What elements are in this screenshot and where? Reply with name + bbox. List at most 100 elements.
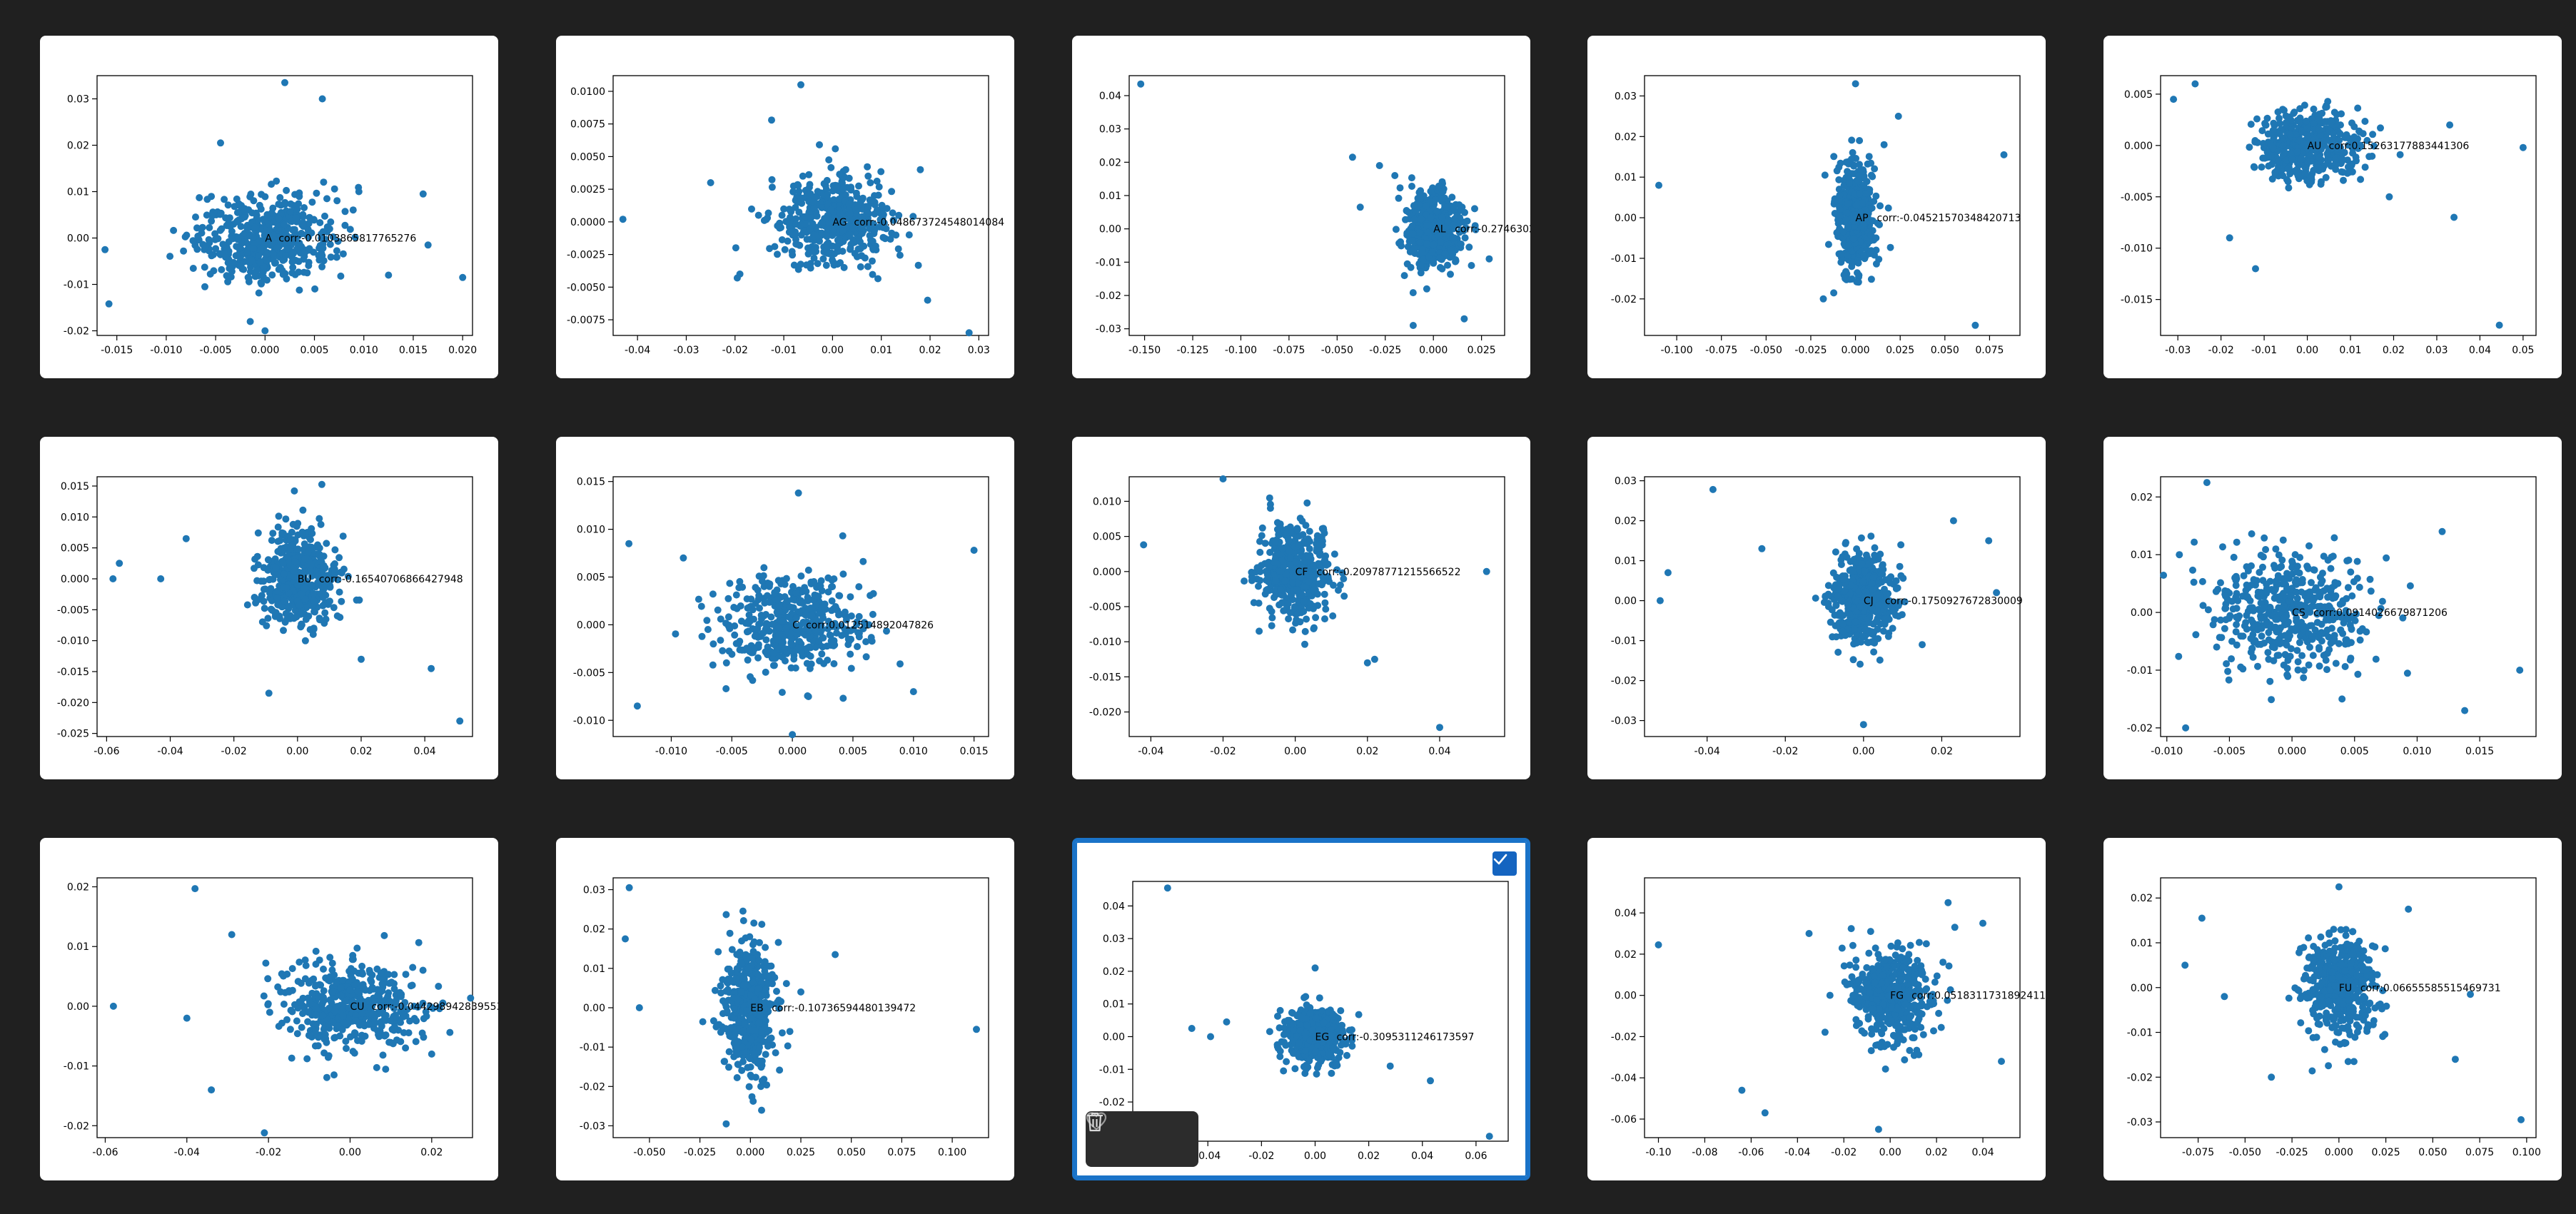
chart-card-c[interactable]: -0.010 -0.005 0.000 0.005 0.010 0.015 -0.010 -0… — [556, 437, 1014, 779]
y-tick-label: 0.010 — [1093, 496, 1121, 507]
data-point — [208, 252, 216, 260]
data-point — [785, 219, 793, 227]
chart-card-cj[interactable]: -0.04 -0.02 0.00 0.02 -0.03 -0.02 -0.01 0.00 0.0… — [1587, 437, 2046, 779]
data-point — [842, 616, 850, 624]
data-point — [1462, 224, 1470, 232]
data-point — [1140, 541, 1148, 549]
data-point — [2300, 141, 2308, 148]
data-point — [733, 605, 741, 612]
chart-card-cs[interactable]: -0.010 -0.005 0.000 0.005 0.010 0.015 -0.02 -0.… — [2103, 437, 2562, 779]
data-point — [1448, 193, 1456, 201]
y-tick-label: 0.000 — [2124, 141, 2153, 152]
x-tick-label: -0.04 — [1138, 746, 1163, 757]
data-point — [1419, 246, 1426, 253]
data-point — [1884, 632, 1892, 640]
data-point — [1884, 204, 1892, 212]
data-point — [807, 214, 815, 221]
chart-card-ag[interactable]: -0.04 -0.03 -0.02 -0.01 0.00 0.01 0.02 0.03 -0.0… — [556, 36, 1014, 378]
data-point — [428, 664, 435, 672]
data-point — [827, 163, 835, 171]
data-point — [2315, 153, 2323, 161]
data-point — [1824, 600, 1832, 607]
data-point — [305, 245, 313, 253]
data-point — [318, 230, 325, 238]
data-point — [280, 570, 288, 578]
data-point — [2378, 597, 2386, 605]
data-point — [333, 612, 341, 619]
data-point — [1867, 532, 1875, 540]
data-point — [2282, 112, 2290, 120]
chart-card-ap[interactable]: -0.100 -0.075 -0.050 -0.025 0.000 0.025 0.050 0… — [1587, 36, 2046, 378]
data-point — [1856, 603, 1864, 611]
data-point — [1869, 173, 1877, 181]
y-tick-label: 0.005 — [61, 543, 89, 555]
data-point — [194, 232, 202, 240]
data-point — [101, 246, 109, 253]
data-point — [1872, 234, 1880, 242]
chart-card-bu[interactable]: -0.06 -0.04 -0.02 0.00 0.02 0.04 -0.025 -0.020-… — [40, 437, 498, 779]
data-point — [1266, 549, 1274, 556]
data-point — [298, 620, 305, 628]
data-point — [806, 226, 814, 233]
data-point — [2308, 178, 2315, 186]
data-point — [1301, 627, 1309, 635]
data-point — [1844, 601, 1852, 609]
data-point — [871, 210, 879, 218]
data-point — [212, 245, 220, 253]
series-label: BU — [298, 574, 312, 585]
data-point — [2170, 96, 2178, 103]
data-point — [1867, 275, 1875, 283]
data-point — [1860, 251, 1867, 259]
y-tick-label: 0.01 — [1615, 556, 1637, 567]
data-point — [625, 540, 633, 547]
data-point — [1888, 607, 1896, 615]
data-point — [1839, 627, 1847, 635]
data-point — [1449, 234, 1457, 242]
data-point — [970, 547, 978, 554]
x-tick-label: 0.000 — [1419, 345, 1448, 356]
data-point — [233, 217, 241, 225]
data-point — [1286, 609, 1294, 617]
data-point — [2297, 161, 2305, 168]
data-point — [320, 562, 328, 570]
x-tick-label: -0.150 — [1128, 345, 1161, 356]
data-point — [1427, 188, 1435, 195]
data-point — [203, 211, 211, 219]
data-point — [827, 632, 834, 639]
data-point — [1857, 166, 1864, 173]
chart-card-au[interactable]: -0.03 -0.02 -0.01 0.00 0.01 0.02 0.03 0.04 0.05-… — [2103, 36, 2562, 378]
data-point — [2354, 104, 2362, 112]
data-point — [812, 627, 820, 634]
chart-card-al[interactable]: -0.150 -0.125 -0.100 -0.075 -0.050 -0.025 0.00… — [1072, 36, 1530, 378]
data-point — [1839, 228, 1847, 236]
data-point — [1833, 167, 1841, 175]
data-point — [802, 612, 809, 619]
data-point — [334, 576, 342, 584]
data-point — [1869, 596, 1877, 604]
data-point — [1436, 724, 1443, 732]
data-point — [1305, 552, 1313, 560]
x-tick-label: 0.000 — [778, 746, 807, 757]
data-point — [829, 583, 837, 590]
data-point — [281, 79, 288, 86]
data-point — [1306, 600, 1314, 607]
chart-card-cf[interactable]: -0.04 -0.02 0.00 0.02 0.04 -0.020 -0.015 -0.010… — [1072, 437, 1530, 779]
data-point — [2258, 127, 2266, 135]
chart-card-a[interactable]: -0.015 -0.010 -0.005 0.000 0.005 0.010 0.015 0.… — [40, 36, 498, 378]
data-point — [1299, 531, 1307, 539]
data-point — [1424, 228, 1432, 236]
data-point — [1849, 656, 1857, 664]
data-point — [1834, 648, 1842, 656]
y-tick-label: -0.020 — [57, 697, 89, 709]
data-point — [260, 597, 268, 605]
data-point — [2293, 647, 2301, 654]
data-point — [1436, 254, 1444, 262]
data-point — [717, 637, 724, 644]
data-point — [2361, 118, 2369, 125]
x-tick-label: -0.005 — [2213, 746, 2246, 757]
data-point — [1869, 586, 1877, 593]
data-point — [736, 270, 744, 278]
y-tick-label: -0.02 — [1611, 676, 1637, 687]
data-point — [2293, 595, 2301, 602]
data-point — [2242, 619, 2250, 627]
